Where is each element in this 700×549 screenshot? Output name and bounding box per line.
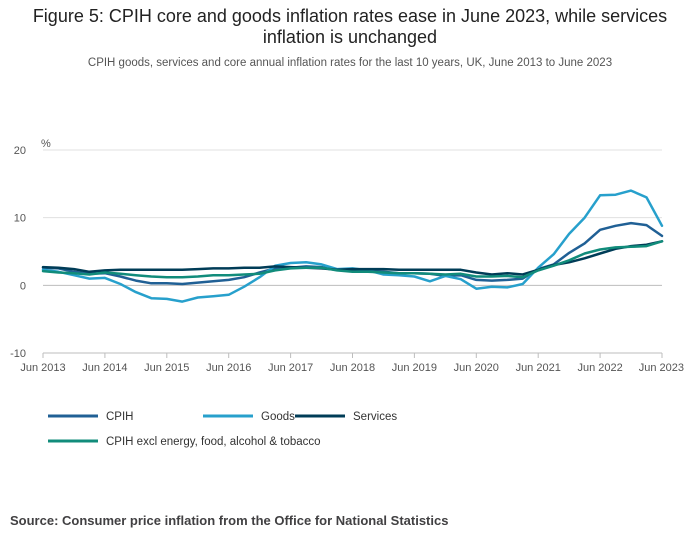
x-tick-label: Jun 2016 bbox=[206, 362, 251, 374]
legend-label-0: CPIH bbox=[106, 411, 133, 423]
x-tick-label: Jun 2013 bbox=[20, 362, 65, 374]
series-line-2 bbox=[41, 240, 664, 276]
x-tick-label: Jun 2018 bbox=[330, 362, 375, 374]
x-tick-label: Jun 2014 bbox=[82, 362, 127, 374]
x-tick-label: Jun 2023 bbox=[639, 362, 684, 374]
y-tick-label: 20 bbox=[14, 145, 26, 157]
legend-label-1: Goods bbox=[261, 411, 295, 423]
x-tick-label: Jun 2021 bbox=[516, 362, 561, 374]
chart-subtitle: CPIH goods, services and core annual inf… bbox=[87, 57, 613, 69]
legend: CPIH Goods Services CPIH excl energy, food,… bbox=[48, 411, 397, 448]
y-tick-label: -10 bbox=[10, 348, 26, 360]
x-axis: Jun 2013 Jun 2014 Jun 2015 Jun 2016 Jun 2017… bbox=[20, 352, 684, 374]
x-tick-label: Jun 2020 bbox=[454, 362, 499, 374]
y-axis: 20 10 0 -10 bbox=[10, 145, 26, 360]
series-lines bbox=[41, 189, 664, 303]
x-tick-label: Jun 2017 bbox=[268, 362, 313, 374]
y-tick-label: 0 bbox=[20, 280, 26, 292]
x-tick-label: Jun 2015 bbox=[144, 362, 189, 374]
y-axis-label: % bbox=[41, 138, 51, 150]
x-tick-label: Jun 2022 bbox=[577, 362, 622, 374]
source-note: Source: Consumer price inflation from th… bbox=[10, 513, 449, 528]
series-line-3 bbox=[41, 240, 664, 279]
chart-title: Figure 5: CPIH core and goods inflation … bbox=[32, 6, 668, 47]
y-tick-label: 10 bbox=[14, 213, 26, 225]
legend-label-2: Services bbox=[353, 411, 397, 423]
x-tick-label: Jun 2019 bbox=[392, 362, 437, 374]
legend-label-3: CPIH excl energy, food, alcohol & tobacc… bbox=[106, 436, 321, 448]
